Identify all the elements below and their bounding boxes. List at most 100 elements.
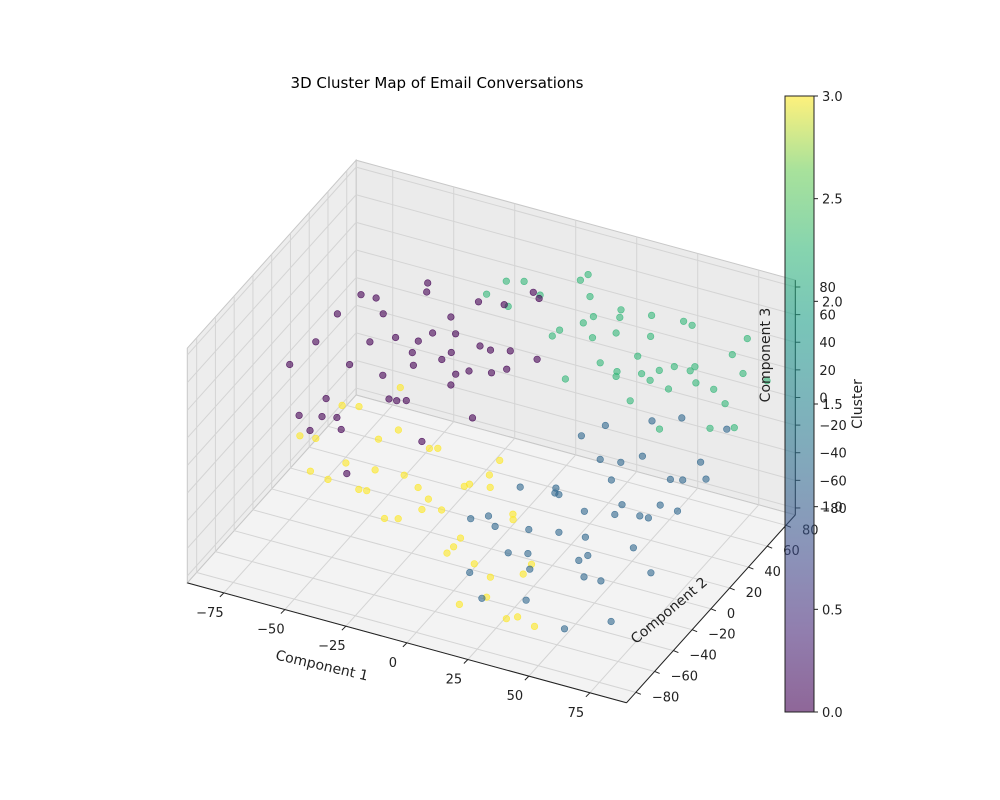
scatter-point-cluster-3 — [456, 534, 465, 542]
z-grid-line — [355, 387, 796, 509]
scatter-point-cluster-0 — [392, 333, 400, 342]
scatter-point-cluster-1 — [678, 414, 686, 422]
y-tick-mark — [710, 608, 717, 612]
scatter-point-cluster-1 — [647, 569, 655, 577]
scatter-point-cluster-2 — [664, 385, 673, 393]
scatter-point-cluster-3 — [306, 467, 315, 475]
scatter-point-cluster-3 — [502, 615, 511, 623]
y-tick-label: −60 — [671, 669, 698, 684]
z-grid-line — [355, 249, 796, 371]
scatter-point-cluster-2 — [613, 368, 621, 376]
z-axis-label: Component 3 — [758, 308, 774, 403]
x-tick-mark — [280, 609, 286, 614]
scatter-point-cluster-3 — [450, 543, 458, 551]
scatter-point-cluster-3 — [485, 471, 494, 479]
scatter-point-cluster-1 — [552, 484, 560, 492]
z-grid-line — [186, 332, 357, 522]
scatter-point-cluster-0 — [447, 348, 455, 357]
x-tick-label: 0 — [389, 656, 397, 671]
scatter-point-cluster-3 — [355, 403, 363, 411]
scatter-point-cluster-1 — [607, 617, 615, 626]
z-tick-label: 60 — [819, 309, 836, 324]
scatter-point-cluster-2 — [688, 321, 696, 329]
scatter-point-cluster-2 — [739, 369, 747, 378]
scatter-point-cluster-3 — [519, 570, 527, 578]
scatter-point-cluster-0 — [506, 347, 514, 355]
scatter-point-cluster-0 — [312, 338, 320, 346]
scatter-point-cluster-2 — [555, 326, 564, 334]
scatter-point-cluster-2 — [647, 311, 656, 320]
z-tick-label: 0 — [819, 391, 827, 406]
y-tick-label: −40 — [689, 649, 716, 664]
scatter-point-cluster-3 — [486, 483, 494, 492]
x-tick-label: 50 — [507, 689, 524, 704]
scatter-point-cluster-0 — [447, 313, 455, 321]
scatter-point-cluster-0 — [487, 369, 496, 377]
x-tick-mark — [219, 592, 225, 598]
scatter-point-cluster-3 — [380, 514, 389, 523]
colorbar-tick-label: 3.0 — [822, 90, 843, 105]
y-tick-mark — [729, 587, 735, 591]
x-tick-mark — [402, 642, 408, 648]
scatter-point-cluster-1 — [575, 556, 583, 565]
y-grid-line — [327, 425, 768, 547]
scatter-point-cluster-3 — [434, 444, 442, 452]
scatter-point-cluster-0 — [337, 425, 345, 434]
scatter-point-cluster-2 — [670, 363, 678, 371]
colorbar-gradient — [784, 95, 815, 713]
z-grid-line — [186, 360, 357, 549]
scatter-point-cluster-2 — [692, 379, 700, 387]
scatter-point-cluster-3 — [296, 432, 304, 440]
scatter-point-cluster-0 — [418, 437, 426, 446]
scatter-point-cluster-2 — [679, 317, 688, 325]
scatter-point-cluster-0 — [447, 381, 455, 389]
scatter-point-cluster-3 — [371, 466, 379, 474]
z-grid-line — [355, 194, 796, 316]
scatter-point-cluster-2 — [646, 332, 655, 341]
scatter-point-cluster-1 — [648, 417, 656, 425]
scatter-point-cluster-1 — [491, 522, 499, 531]
scatter-point-cluster-2 — [743, 335, 751, 343]
colorbar-ticks: 0.0 0.5 1.0 1.5 2.0 2.5 3.0 — [814, 90, 843, 721]
scatter-point-cluster-0 — [468, 414, 477, 422]
scatter-point-cluster-2 — [730, 424, 738, 432]
scatter-point-cluster-3 — [374, 435, 383, 443]
z-tick-label: 80 — [819, 281, 836, 296]
z-grid-line — [186, 277, 357, 466]
scatter-point-cluster-2 — [589, 313, 598, 321]
scatter-point-cluster-2 — [706, 424, 714, 432]
scatter-point-cluster-3 — [496, 456, 504, 465]
scatter-point-cluster-0 — [343, 470, 351, 478]
y-tick-mark — [748, 566, 754, 570]
scatter-point-cluster-1 — [504, 549, 512, 557]
scatter-point-cluster-1 — [607, 476, 616, 484]
scatter-point-cluster-1 — [577, 432, 586, 440]
scatter-point-cluster-2 — [612, 329, 620, 337]
scatter-point-cluster-3 — [470, 560, 478, 568]
scatter-point-cluster-3 — [465, 480, 474, 488]
scatter-point-cluster-3 — [443, 549, 451, 557]
scatter-point-cluster-0 — [423, 288, 431, 296]
scatter-point-cluster-1 — [666, 475, 675, 484]
axes-panes — [186, 158, 797, 704]
scatter-point-cluster-1 — [466, 568, 474, 577]
scatter-point-cluster-2 — [686, 367, 694, 375]
scatter-point-cluster-1 — [555, 491, 563, 499]
scatter-point-cluster-1 — [636, 512, 644, 520]
scatter-point-cluster-0 — [533, 355, 541, 363]
scatter-point-cluster-0 — [286, 360, 294, 369]
colorbar: 0.0 0.5 1.0 1.5 2.0 2.5 3.0 Cluster — [784, 90, 866, 721]
scatter-point-cluster-2 — [655, 425, 664, 433]
scatter-point-cluster-2 — [691, 363, 699, 371]
z-grid-line — [355, 277, 796, 398]
scatter-point-cluster-1 — [525, 525, 533, 534]
z-tick-label: 20 — [819, 364, 836, 379]
scatter-point-cluster-2 — [596, 359, 604, 367]
y-tick-label: 20 — [746, 586, 763, 601]
scatter-point-cluster-1 — [581, 533, 590, 541]
scatter-point-cluster-0 — [408, 349, 416, 357]
x-tick-mark — [524, 675, 530, 681]
scatter-point-cluster-1 — [484, 512, 493, 520]
scatter-point-cluster-3 — [486, 573, 495, 581]
scatter-point-cluster-1 — [596, 455, 604, 464]
